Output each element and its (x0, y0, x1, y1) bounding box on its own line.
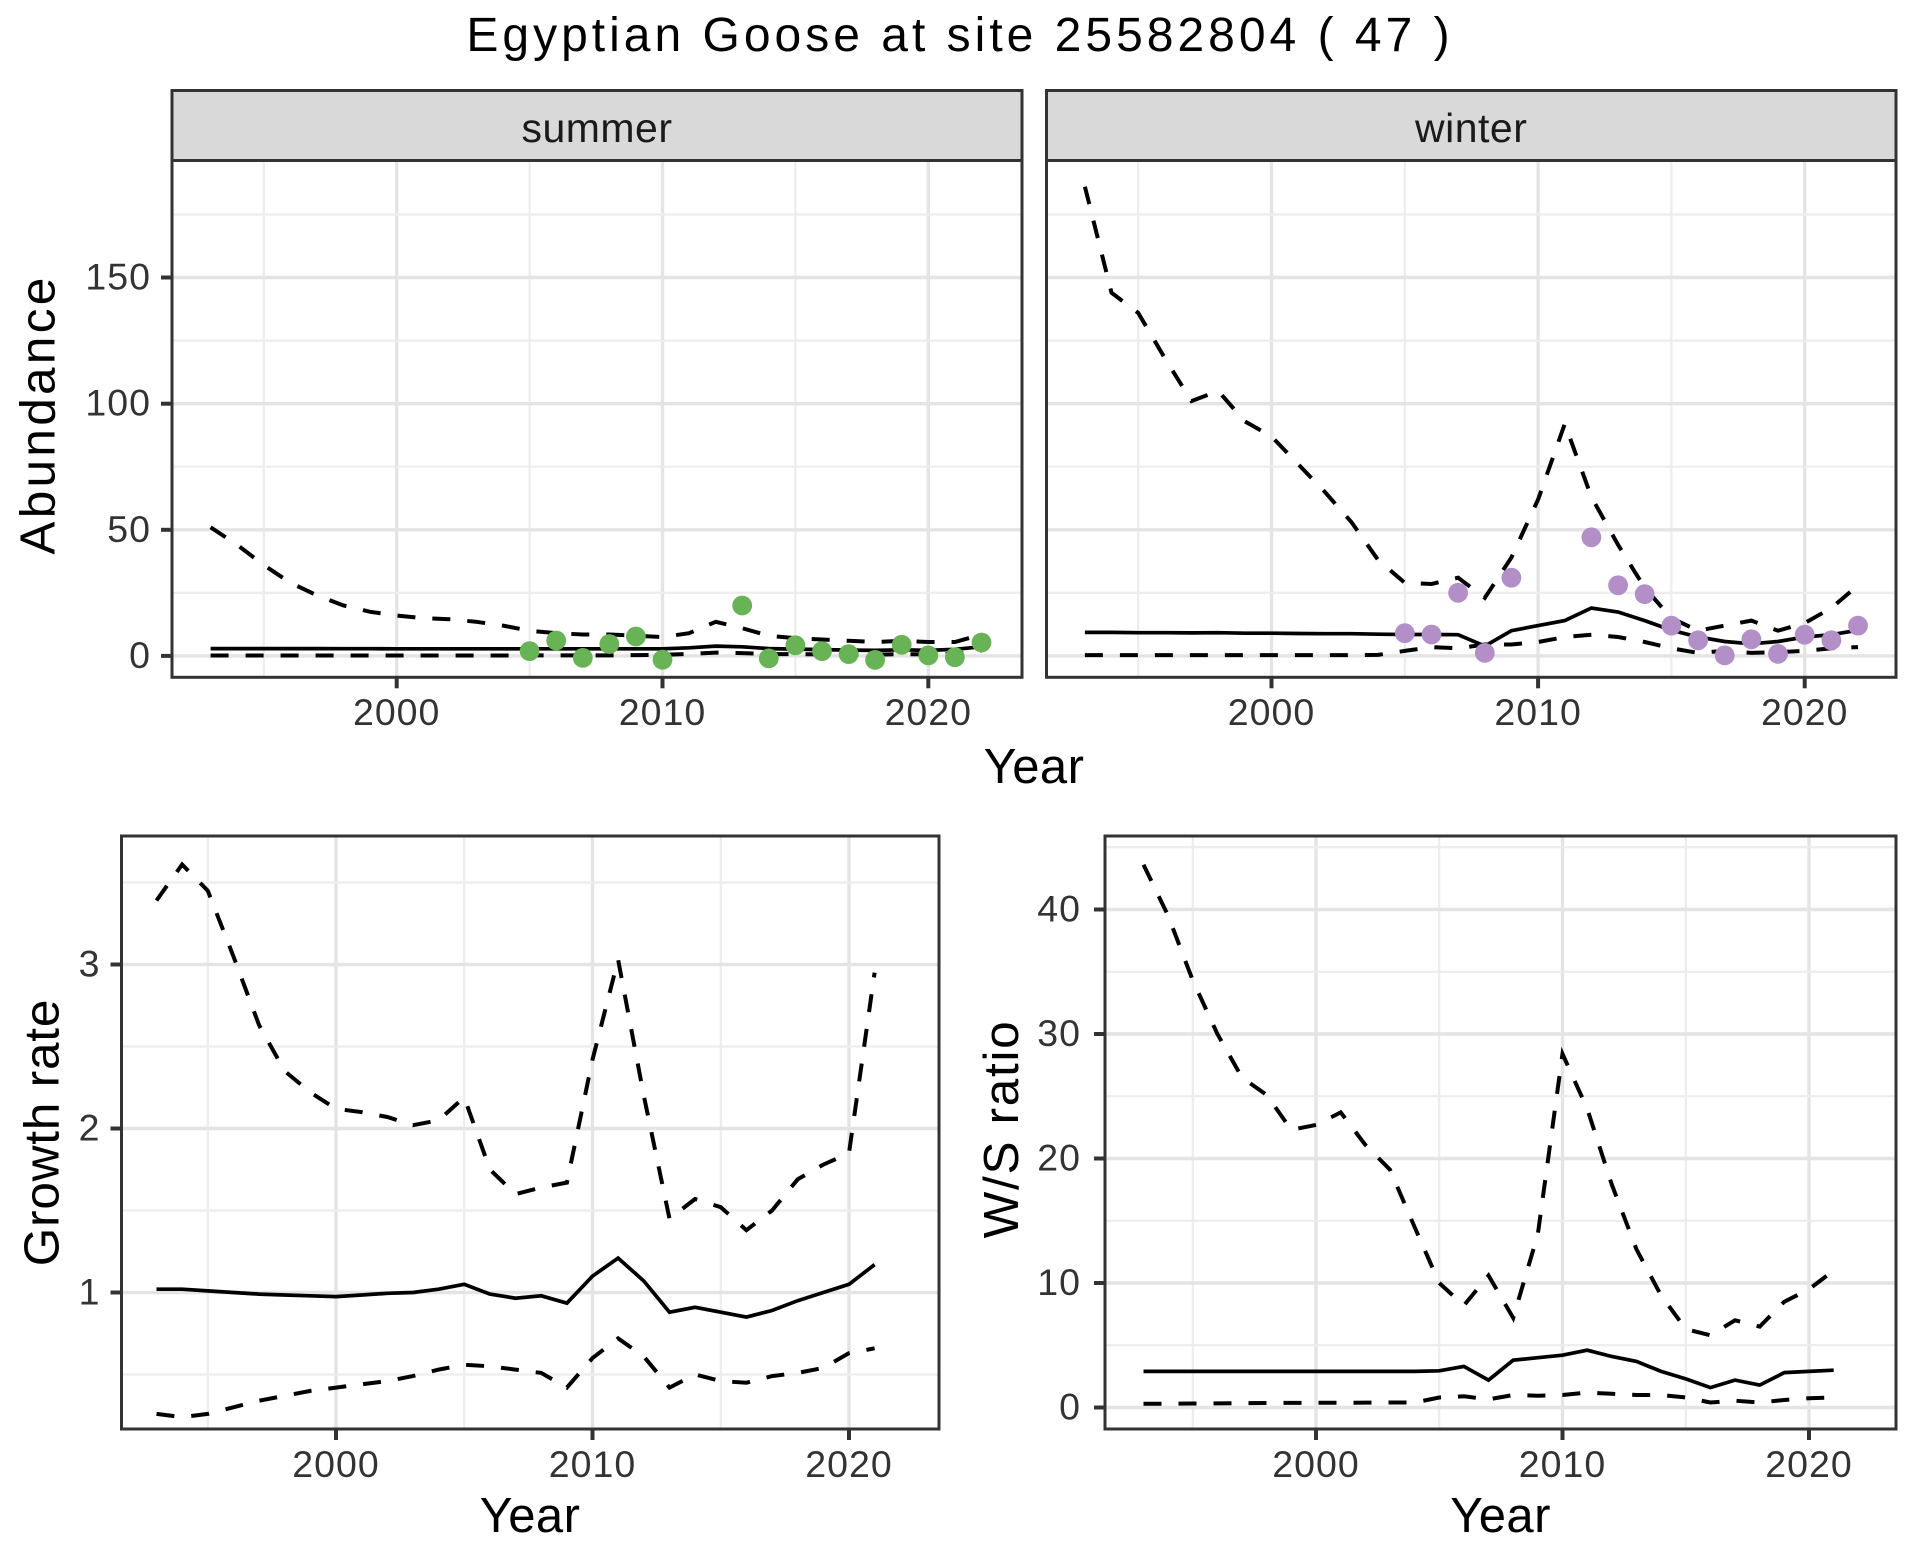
svg-text:2000: 2000 (292, 1443, 379, 1485)
svg-text:0: 0 (1059, 1386, 1081, 1428)
svg-text:W/S ratio: W/S ratio (974, 1020, 1029, 1239)
svg-text:winter: winter (1414, 105, 1527, 151)
svg-text:40: 40 (1037, 888, 1081, 930)
svg-text:3: 3 (79, 943, 101, 985)
svg-text:100: 100 (85, 382, 151, 424)
svg-text:2020: 2020 (805, 1443, 892, 1485)
svg-text:summer: summer (521, 105, 672, 151)
svg-text:2000: 2000 (1272, 1443, 1359, 1485)
svg-text:2020: 2020 (1761, 691, 1848, 733)
svg-text:2010: 2010 (619, 691, 706, 733)
svg-text:30: 30 (1037, 1012, 1081, 1054)
svg-text:0: 0 (129, 634, 151, 676)
svg-text:2010: 2010 (1519, 1443, 1606, 1485)
svg-text:2000: 2000 (1228, 691, 1315, 733)
svg-text:150: 150 (85, 256, 151, 298)
svg-text:Abundance: Abundance (11, 274, 66, 554)
svg-text:2010: 2010 (1494, 691, 1581, 733)
svg-text:2020: 2020 (1765, 1443, 1852, 1485)
svg-text:2000: 2000 (353, 691, 440, 733)
svg-text:2010: 2010 (549, 1443, 636, 1485)
svg-text:20: 20 (1037, 1137, 1081, 1179)
svg-text:10: 10 (1037, 1261, 1081, 1303)
svg-text:Growth rate: Growth rate (15, 999, 70, 1266)
svg-text:Year: Year (480, 1489, 581, 1543)
svg-text:Egyptian Goose at site 2558280: Egyptian Goose at site 25582804 ( 47 ) (466, 9, 1453, 62)
svg-text:Year: Year (1450, 1489, 1551, 1543)
svg-text:Year: Year (984, 740, 1085, 794)
svg-text:2: 2 (79, 1107, 101, 1149)
svg-text:50: 50 (107, 508, 151, 550)
svg-text:1: 1 (79, 1271, 101, 1313)
svg-text:2020: 2020 (885, 691, 972, 733)
